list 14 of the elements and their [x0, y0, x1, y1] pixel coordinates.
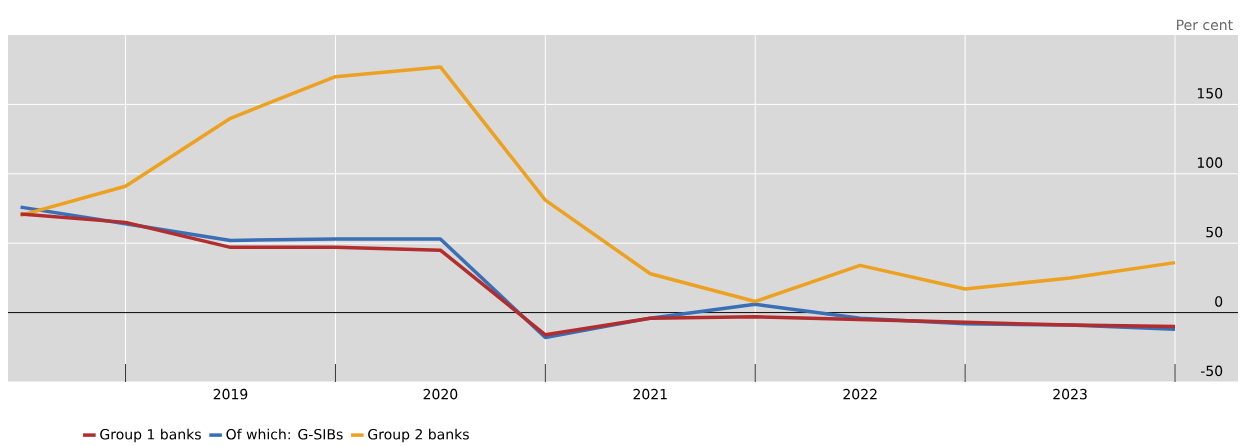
- x-tick-label: 2023: [1053, 388, 1087, 400]
- legend-label: Group 1 banks: [100, 428, 201, 443]
- x-tick-label: 2019: [213, 388, 248, 400]
- y-tick-label: 100: [1197, 157, 1223, 168]
- legend-label: Of which: G-SIBs: [226, 428, 343, 440]
- y-tick-label: -50: [1200, 365, 1223, 377]
- legend-label: Group 2 banks: [368, 428, 469, 443]
- y-tick-label: 150: [1197, 87, 1223, 99]
- y-tick-label: 50: [1206, 226, 1223, 238]
- y-axis-title: Per cent: [1177, 19, 1233, 31]
- x-tick-label: 2020: [423, 388, 458, 400]
- x-tick-label: 2021: [633, 388, 667, 400]
- y-tick-label: 0: [1215, 296, 1223, 307]
- x-tick-label: 2022: [843, 388, 877, 400]
